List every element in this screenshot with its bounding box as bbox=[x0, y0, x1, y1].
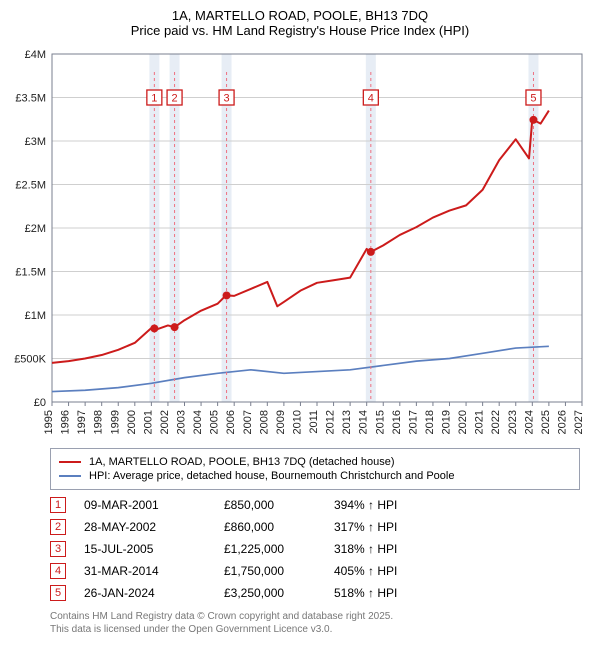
svg-text:£2.5M: £2.5M bbox=[15, 180, 46, 192]
svg-text:2013: 2013 bbox=[341, 410, 353, 434]
legend-swatch bbox=[59, 461, 81, 463]
sale-marker-badge: 3 bbox=[50, 541, 66, 557]
svg-text:2000: 2000 bbox=[126, 410, 138, 434]
svg-text:2026: 2026 bbox=[556, 410, 568, 434]
svg-text:2007: 2007 bbox=[242, 410, 254, 434]
svg-text:2008: 2008 bbox=[258, 410, 270, 434]
svg-text:£2M: £2M bbox=[25, 223, 46, 235]
svg-text:2004: 2004 bbox=[192, 410, 204, 434]
sale-vs-hpi: 318% ↑ HPI bbox=[334, 542, 580, 556]
svg-text:1997: 1997 bbox=[76, 410, 88, 434]
svg-text:£500K: £500K bbox=[14, 354, 46, 366]
sale-date: 15-JUL-2005 bbox=[84, 542, 224, 556]
sales-row: 1 09-MAR-2001£850,000394% ↑ HPI bbox=[50, 494, 580, 516]
svg-text:1996: 1996 bbox=[60, 410, 72, 434]
sales-row: 5 26-JAN-2024£3,250,000518% ↑ HPI bbox=[50, 582, 580, 604]
footer-line1: Contains HM Land Registry data © Crown c… bbox=[50, 610, 580, 623]
sale-date: 28-MAY-2002 bbox=[84, 520, 224, 534]
svg-text:1: 1 bbox=[151, 93, 157, 105]
svg-text:2018: 2018 bbox=[424, 410, 436, 434]
chart-title-line1: 1A, MARTELLO ROAD, POOLE, BH13 7DQ bbox=[10, 8, 590, 23]
svg-text:2010: 2010 bbox=[291, 410, 303, 434]
sale-marker-badge: 2 bbox=[50, 519, 66, 535]
svg-text:2001: 2001 bbox=[142, 410, 154, 434]
chart-legend: 1A, MARTELLO ROAD, POOLE, BH13 7DQ (deta… bbox=[50, 448, 580, 490]
svg-text:2023: 2023 bbox=[507, 410, 519, 434]
svg-text:2012: 2012 bbox=[325, 410, 337, 434]
svg-text:2005: 2005 bbox=[209, 410, 221, 434]
chart-container: £0 £500K £1M £1.5M £2M £2.5M £3M £3.5M £4M 1995 19… bbox=[0, 42, 600, 442]
sale-price: £860,000 bbox=[224, 520, 334, 534]
sale-date: 26-JAN-2024 bbox=[84, 586, 224, 600]
legend-label: HPI: Average price, detached house, Bour… bbox=[89, 470, 454, 482]
svg-text:£4M: £4M bbox=[25, 49, 46, 61]
svg-text:2020: 2020 bbox=[457, 410, 469, 434]
legend-item: HPI: Average price, detached house, Bour… bbox=[59, 469, 571, 483]
sale-vs-hpi: 405% ↑ HPI bbox=[334, 564, 580, 578]
price-chart: £0 £500K £1M £1.5M £2M £2.5M £3M £3.5M £4M 1995 19… bbox=[0, 42, 600, 437]
sale-date: 31-MAR-2014 bbox=[84, 564, 224, 578]
svg-text:2002: 2002 bbox=[159, 410, 171, 434]
sale-price: £3,250,000 bbox=[224, 586, 334, 600]
svg-text:2014: 2014 bbox=[358, 410, 370, 434]
svg-text:2024: 2024 bbox=[523, 410, 535, 434]
svg-text:2006: 2006 bbox=[225, 410, 237, 434]
svg-text:3: 3 bbox=[224, 93, 230, 105]
sales-row: 3 15-JUL-2005£1,225,000318% ↑ HPI bbox=[50, 538, 580, 560]
svg-text:1999: 1999 bbox=[109, 410, 121, 434]
footer-line2: This data is licensed under the Open Gov… bbox=[50, 623, 580, 636]
svg-text:2011: 2011 bbox=[308, 410, 320, 434]
sale-price: £850,000 bbox=[224, 498, 334, 512]
sales-row: 4 31-MAR-2014£1,750,000405% ↑ HPI bbox=[50, 560, 580, 582]
legend-swatch bbox=[59, 475, 81, 477]
chart-title-block: 1A, MARTELLO ROAD, POOLE, BH13 7DQ Price… bbox=[0, 0, 600, 42]
svg-text:2022: 2022 bbox=[490, 410, 502, 434]
svg-text:£3.5M: £3.5M bbox=[15, 93, 46, 105]
svg-text:4: 4 bbox=[368, 93, 374, 105]
svg-text:£1.5M: £1.5M bbox=[15, 267, 46, 279]
svg-text:1998: 1998 bbox=[93, 410, 105, 434]
sale-price: £1,750,000 bbox=[224, 564, 334, 578]
svg-text:1995: 1995 bbox=[43, 410, 55, 434]
svg-text:2015: 2015 bbox=[374, 410, 386, 434]
svg-text:2017: 2017 bbox=[407, 410, 419, 434]
sale-vs-hpi: 394% ↑ HPI bbox=[334, 498, 580, 512]
svg-text:2019: 2019 bbox=[441, 410, 453, 434]
svg-text:2025: 2025 bbox=[540, 410, 552, 434]
svg-text:2027: 2027 bbox=[573, 410, 585, 434]
sale-vs-hpi: 518% ↑ HPI bbox=[334, 586, 580, 600]
sale-marker-badge: 4 bbox=[50, 563, 66, 579]
sales-row: 2 28-MAY-2002£860,000317% ↑ HPI bbox=[50, 516, 580, 538]
legend-item: 1A, MARTELLO ROAD, POOLE, BH13 7DQ (deta… bbox=[59, 455, 571, 469]
svg-text:5: 5 bbox=[530, 93, 536, 105]
sale-marker-badge: 5 bbox=[50, 585, 66, 601]
svg-text:£3M: £3M bbox=[25, 136, 46, 148]
svg-text:2016: 2016 bbox=[391, 410, 403, 434]
sale-price: £1,225,000 bbox=[224, 542, 334, 556]
svg-text:2003: 2003 bbox=[176, 410, 188, 434]
sales-table: 1 09-MAR-2001£850,000394% ↑ HPI 2 28-MAY-20… bbox=[50, 494, 580, 604]
svg-text:£1M: £1M bbox=[25, 310, 46, 322]
legend-label: 1A, MARTELLO ROAD, POOLE, BH13 7DQ (deta… bbox=[89, 456, 395, 468]
svg-text:£0: £0 bbox=[34, 397, 46, 409]
sale-vs-hpi: 317% ↑ HPI bbox=[334, 520, 580, 534]
svg-text:2009: 2009 bbox=[275, 410, 287, 434]
footer-attribution: Contains HM Land Registry data © Crown c… bbox=[50, 610, 580, 636]
svg-text:2021: 2021 bbox=[474, 410, 486, 434]
svg-text:2: 2 bbox=[172, 93, 178, 105]
sale-date: 09-MAR-2001 bbox=[84, 498, 224, 512]
sale-marker-badge: 1 bbox=[50, 497, 66, 513]
chart-title-line2: Price paid vs. HM Land Registry's House … bbox=[10, 23, 590, 38]
